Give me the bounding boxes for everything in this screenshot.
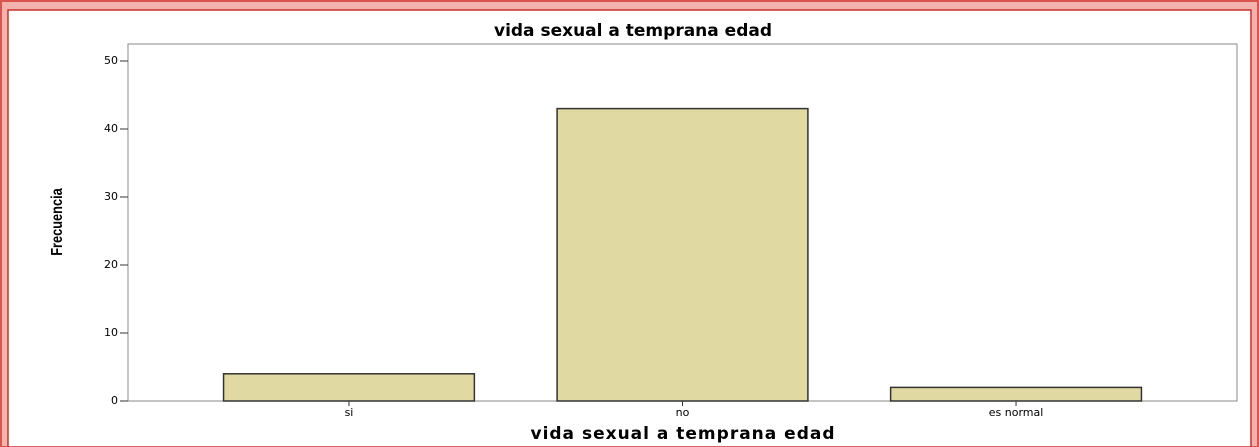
chart-title: vida sexual a temprana edad xyxy=(494,21,772,41)
y-tick-label: 50 xyxy=(104,54,118,67)
x-axis-label: vida sexual a temprana edad xyxy=(530,424,835,444)
x-tick-label: no xyxy=(676,406,690,419)
y-tick-label: 10 xyxy=(104,326,118,339)
x-tick-label: si xyxy=(345,406,354,419)
bar xyxy=(889,386,1143,402)
bar xyxy=(222,373,476,402)
x-tick-label: es normal xyxy=(989,406,1044,419)
y-tick-label: 40 xyxy=(104,122,118,135)
y-tick-label: 0 xyxy=(111,394,118,407)
bar xyxy=(556,107,809,402)
y-axis-label: Frecuencia xyxy=(49,187,67,255)
y-tick-label: 20 xyxy=(104,258,118,271)
y-tick-label: 30 xyxy=(104,190,118,203)
